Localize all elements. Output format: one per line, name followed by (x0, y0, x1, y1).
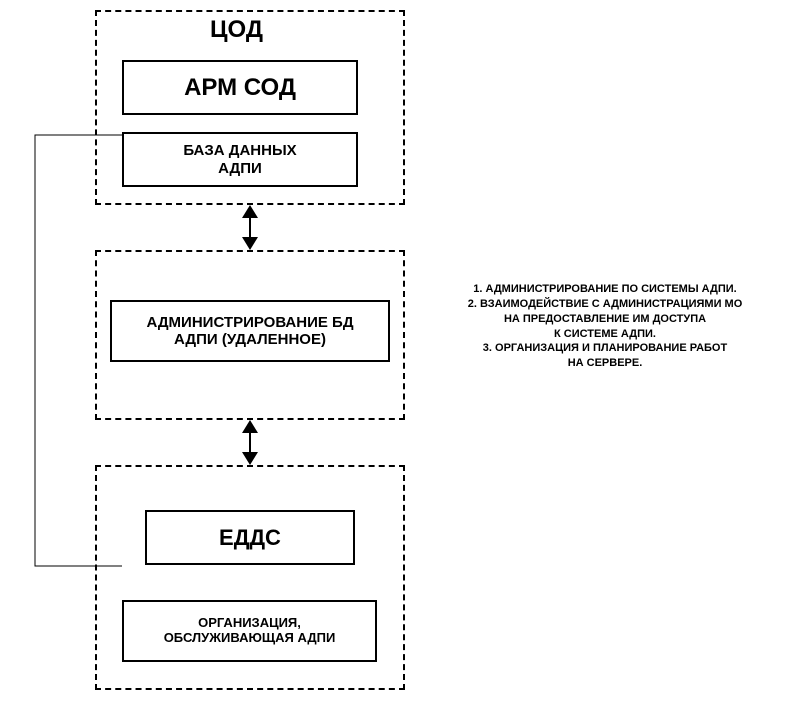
box-admin-db: АДМИНИСТРИРОВАНИЕ БД АДПИ (УДАЛЕННОЕ) (110, 300, 390, 362)
title-cod: ЦОД (210, 16, 263, 44)
box-edds: ЕДДС (145, 510, 355, 565)
side-line-2: 2. ВЗАИМОДЕЙСТВИЕ С АДМИНИСТРАЦИЯМИ МО (440, 297, 770, 312)
side-notes: 1. АДМИНИСТРИРОВАНИЕ ПО СИСТЕМЫ АДПИ. 2.… (440, 282, 770, 371)
label-edds: ЕДДС (219, 525, 281, 550)
side-line-6: НА СЕРВЕРЕ. (440, 356, 770, 371)
label-admin-db: АДМИНИСТРИРОВАНИЕ БД АДПИ (УДАЛЕННОЕ) (146, 314, 353, 349)
side-line-5: 3. ОРГАНИЗАЦИЯ И ПЛАНИРОВАНИЕ РАБОТ (440, 341, 770, 356)
label-db-adpi-l2: АДПИ (218, 160, 262, 177)
arrow-admin-edds (242, 420, 258, 465)
label-db-adpi: БАЗА ДАННЫХ АДПИ (183, 142, 296, 177)
box-org: ОРГАНИЗАЦИЯ, ОБСЛУЖИВАЮЩАЯ АДПИ (122, 600, 377, 662)
side-line-4: К СИСТЕМЕ АДПИ. (440, 327, 770, 342)
label-org-l1: ОРГАНИЗАЦИЯ, (198, 615, 301, 630)
arrow-cod-admin (242, 205, 258, 250)
label-org: ОРГАНИЗАЦИЯ, ОБСЛУЖИВАЮЩАЯ АДПИ (164, 616, 336, 646)
label-db-adpi-l1: БАЗА ДАННЫХ (183, 142, 296, 159)
label-org-l2: ОБСЛУЖИВАЮЩАЯ АДПИ (164, 630, 336, 645)
box-arm-sod: АРМ СОД (122, 60, 358, 115)
side-line-1: 1. АДМИНИСТРИРОВАНИЕ ПО СИСТЕМЫ АДПИ. (440, 282, 770, 297)
label-admin-db-l2: АДПИ (УДАЛЕННОЕ) (174, 331, 326, 348)
label-arm-sod: АРМ СОД (184, 74, 296, 102)
box-db-adpi: БАЗА ДАННЫХ АДПИ (122, 132, 358, 187)
side-line-3: НА ПРЕДОСТАВЛЕНИЕ ИМ ДОСТУПА (440, 312, 770, 327)
label-admin-db-l1: АДМИНИСТРИРОВАНИЕ БД (146, 314, 353, 331)
